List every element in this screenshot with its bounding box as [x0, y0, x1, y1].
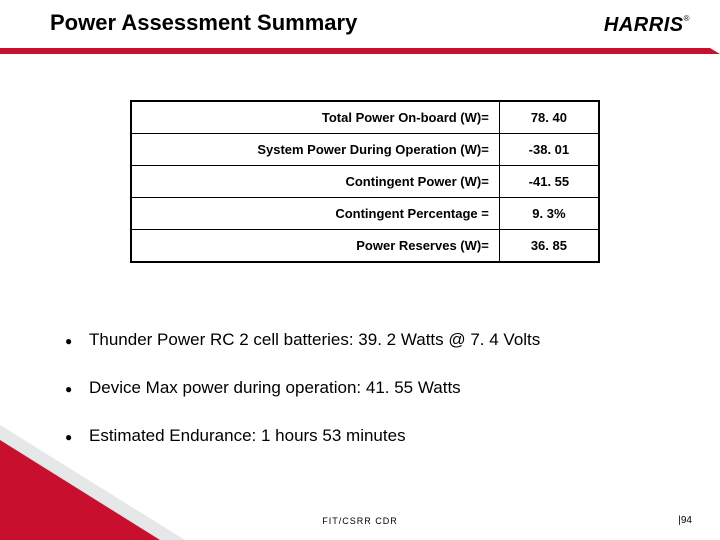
- table-row: System Power During Operation (W)= -38. …: [131, 134, 599, 166]
- power-table-container: Total Power On-board (W)= 78. 40 System …: [130, 100, 600, 263]
- title-area: Power Assessment Summary: [50, 10, 550, 36]
- row-label: Contingent Power (W)=: [131, 166, 499, 198]
- footer-page-number: |94: [678, 515, 692, 526]
- list-item: Device Max power during operation: 41. 5…: [65, 378, 680, 398]
- row-label: Power Reserves (W)=: [131, 230, 499, 263]
- power-table: Total Power On-board (W)= 78. 40 System …: [130, 100, 600, 263]
- red-divider-stripe: [0, 48, 720, 54]
- table-row: Total Power On-board (W)= 78. 40: [131, 101, 599, 134]
- row-value: 9. 3%: [499, 198, 599, 230]
- row-value: -41. 55: [499, 166, 599, 198]
- logo-text: HARRIS: [604, 14, 684, 36]
- page-title: Power Assessment Summary: [50, 10, 550, 36]
- row-value: 78. 40: [499, 101, 599, 134]
- footer-center: FIT/CSRR CDR: [0, 516, 720, 526]
- table-row: Contingent Power (W)= -41. 55: [131, 166, 599, 198]
- row-label: Contingent Percentage =: [131, 198, 499, 230]
- row-value: 36. 85: [499, 230, 599, 263]
- row-label: System Power During Operation (W)=: [131, 134, 499, 166]
- slide: Power Assessment Summary HARRIS® Total P…: [0, 0, 720, 540]
- row-label: Total Power On-board (W)=: [131, 101, 499, 134]
- list-item: Thunder Power RC 2 cell batteries: 39. 2…: [65, 330, 680, 350]
- logo-registered: ®: [684, 14, 690, 23]
- row-value: -38. 01: [499, 134, 599, 166]
- harris-logo: HARRIS®: [604, 14, 690, 37]
- table-row: Power Reserves (W)= 36. 85: [131, 230, 599, 263]
- table-row: Contingent Percentage = 9. 3%: [131, 198, 599, 230]
